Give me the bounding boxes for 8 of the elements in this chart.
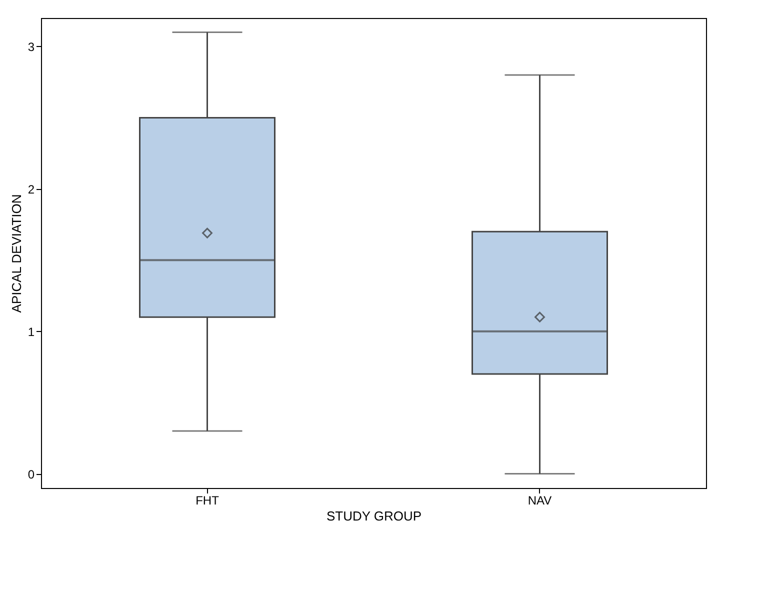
y-axis-title: APICAL DEVIATION — [8, 194, 24, 313]
x-axis-title: STUDY GROUP — [326, 508, 422, 524]
y-tick-label: 0 — [28, 467, 35, 482]
y-tick-label: 1 — [28, 324, 35, 339]
y-tick-label: 3 — [28, 40, 35, 54]
x-tick-label: FHT — [196, 494, 220, 508]
x-tick-label: NAV — [528, 494, 552, 508]
y-tick-label: 2 — [28, 182, 35, 196]
